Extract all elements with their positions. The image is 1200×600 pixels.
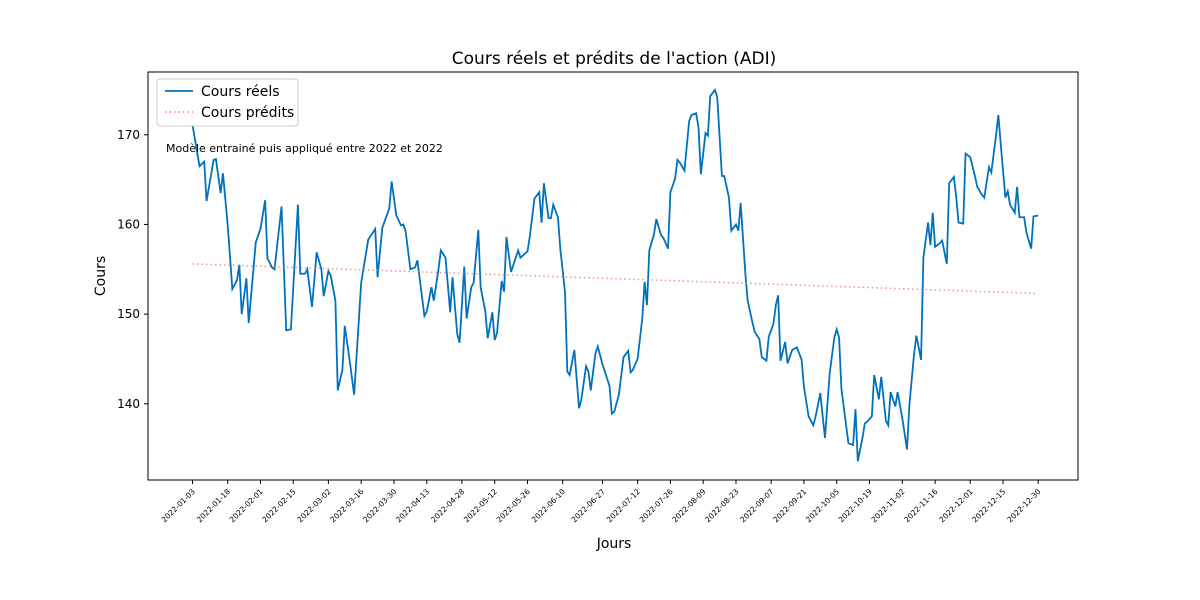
x-axis-label: Jours [596,536,632,552]
y-axis-label: Cours [93,256,109,296]
axes-frame [147,71,1079,481]
x-tick-label: 2022-04-28 [429,487,466,524]
x-tick-label: 2022-05-12 [462,487,499,524]
series-line [191,87,1039,462]
x-tick-label: 2022-02-15 [260,487,297,524]
x-tick-label: 2022-03-30 [361,487,398,524]
x-tick-label: 2022-04-13 [394,487,431,524]
y-tick-label: 140 [117,397,140,411]
legend-label: Cours réels [201,84,280,100]
x-tick-label: 2022-06-27 [570,487,607,524]
x-tick-label: 2022-12-30 [1005,487,1042,524]
x-tick-label: 2022-11-16 [902,487,939,524]
x-tick-label: 2022-11-02 [870,487,907,524]
x-tick-label: 2022-03-16 [328,487,365,524]
legend: Cours réels Cours prédits [156,78,299,127]
x-tick-label: 2022-01-18 [195,487,232,524]
x-tick-label: 2022-07-26 [638,487,675,524]
legend-label: Cours prédits [201,105,294,121]
x-tick-label: 2022-09-21 [771,487,808,524]
y-tick-label: 150 [117,307,140,321]
x-tick-label: 2022-12-01 [937,487,974,524]
x-tick-label: 2022-02-01 [228,487,265,524]
x-tick-label: 2022-03-02 [296,487,333,524]
annotation: Modèle entrainé puis appliqué entre 2022… [166,142,443,155]
x-tick-label: 2022-01-03 [160,487,197,524]
y-tick-label: 160 [117,217,140,231]
chart-title: Cours réels et prédits de l'action (ADI) [452,49,776,69]
x-tick-label: 2022-07-12 [605,487,642,524]
x-tick-label: 2022-09-07 [738,487,775,524]
x-tick-label: 2022-10-19 [837,487,874,524]
x-tick-label: 2022-06-10 [530,487,567,524]
plot-area [144,87,1039,484]
x-tick-label: 2022-08-09 [670,487,707,524]
x-tick-label: 2022-05-26 [495,487,532,524]
x-tick-label: 2022-12-15 [970,487,1007,524]
y-tick-label: 170 [117,128,140,142]
x-tick-label: 2022-08-23 [703,487,740,524]
x-tick-label: 2022-10-05 [804,487,841,524]
series-line [192,263,1039,295]
